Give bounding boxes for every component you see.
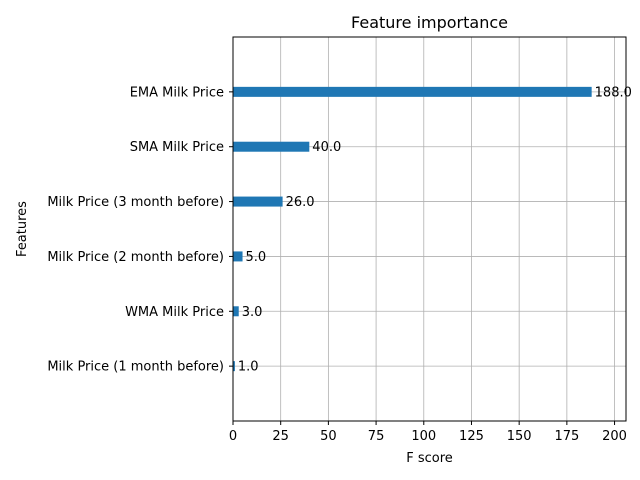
grid <box>232 37 626 421</box>
bar <box>233 196 283 207</box>
x-tick-label: 150 <box>507 429 532 444</box>
data-label: 26.0 <box>286 195 315 210</box>
bars <box>233 86 592 372</box>
y-tick-label: Milk Price (3 month before) <box>47 195 224 210</box>
plot-frame <box>232 36 627 422</box>
data-label: 188.0 <box>595 85 632 100</box>
y-tick-label: Milk Price (1 month before) <box>47 360 224 375</box>
x-tick-label: 50 <box>320 429 337 444</box>
data-label: 5.0 <box>246 250 267 265</box>
x-tick-label: 125 <box>459 429 484 444</box>
bar <box>233 251 243 262</box>
bar <box>233 306 239 317</box>
x-tick-label: 175 <box>554 429 579 444</box>
ticks: 0 25 50 75 100 125 150 175 200 Milk Price (1 mont… <box>47 85 627 444</box>
x-tick-label: 75 <box>368 429 385 444</box>
bar <box>233 86 592 97</box>
x-axis-label: F score <box>406 451 453 466</box>
x-tick-label: 200 <box>602 429 627 444</box>
bar <box>233 361 235 372</box>
data-label: 1.0 <box>238 360 259 375</box>
data-label: 3.0 <box>242 305 263 320</box>
x-tick-label: 25 <box>272 429 289 444</box>
y-tick-label: WMA Milk Price <box>125 305 224 320</box>
y-tick-label: EMA Milk Price <box>130 85 224 100</box>
y-tick-label: SMA Milk Price <box>130 140 224 155</box>
y-axis-label: Features <box>15 201 30 257</box>
x-tick-label: 100 <box>411 429 436 444</box>
bar <box>233 141 310 152</box>
x-tick-label: 0 <box>229 429 237 444</box>
labels: 1.0 3.0 5.0 26.0 40.0 188.0 <box>238 85 632 374</box>
data-label: 40.0 <box>312 140 341 155</box>
y-tick-label: Milk Price (2 month before) <box>47 250 224 265</box>
chart-title: Feature importance <box>351 13 508 32</box>
